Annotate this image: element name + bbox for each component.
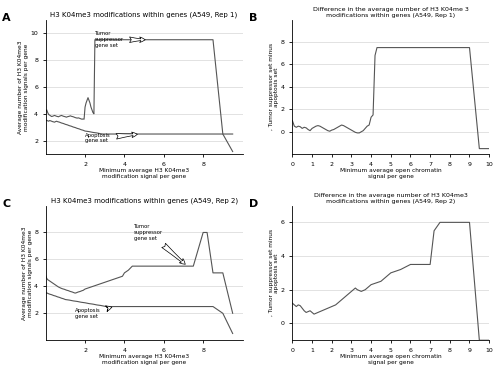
- Y-axis label: , Tumor suppressor set minus
apoptosis set: , Tumor suppressor set minus apoptosis s…: [268, 43, 280, 131]
- X-axis label: Minimum average H3 K04me3
modification signal per gene: Minimum average H3 K04me3 modification s…: [99, 354, 189, 365]
- Text: Apoptosis
gene set: Apoptosis gene set: [85, 132, 138, 144]
- Title: Difference in the average number of H3 K04me3
modifications within genes (A549, : Difference in the average number of H3 K…: [314, 193, 468, 204]
- Title: H3 K04me3 modifications within genes (A549, Rep 1): H3 K04me3 modifications within genes (A5…: [50, 12, 238, 18]
- Y-axis label: , Tumor suppressor set minus
apoptosis set: , Tumor suppressor set minus apoptosis s…: [268, 229, 280, 317]
- Text: B: B: [249, 13, 258, 23]
- Text: Tumor
suppressor
gene set: Tumor suppressor gene set: [134, 224, 186, 264]
- Text: A: A: [2, 13, 11, 23]
- X-axis label: Minimum average H3 K04me3
modification signal per gene: Minimum average H3 K04me3 modification s…: [99, 168, 189, 179]
- Y-axis label: Average number of H3 K04me3
modification signals per gene: Average number of H3 K04me3 modification…: [22, 226, 32, 320]
- X-axis label: Minimum average open chromatin
signal per gene: Minimum average open chromatin signal pe…: [340, 168, 442, 179]
- Title: H3 K04me3 modifications within genes (A549, Rep 2): H3 K04me3 modifications within genes (A5…: [50, 198, 238, 204]
- Text: D: D: [249, 199, 258, 209]
- Title: Difference in the average number of H3 K04me 3
modifications within genes (A549,: Difference in the average number of H3 K…: [313, 7, 468, 18]
- X-axis label: Minimum average open chromatin
signal per gene: Minimum average open chromatin signal pe…: [340, 354, 442, 365]
- Text: Tumor
suppressor
gene set: Tumor suppressor gene set: [95, 31, 146, 48]
- Y-axis label: Average number of H3 K04me3
modification signals per gene: Average number of H3 K04me3 modification…: [18, 40, 29, 134]
- Text: C: C: [2, 199, 10, 209]
- Text: Apoptosis
gene set: Apoptosis gene set: [75, 306, 112, 319]
